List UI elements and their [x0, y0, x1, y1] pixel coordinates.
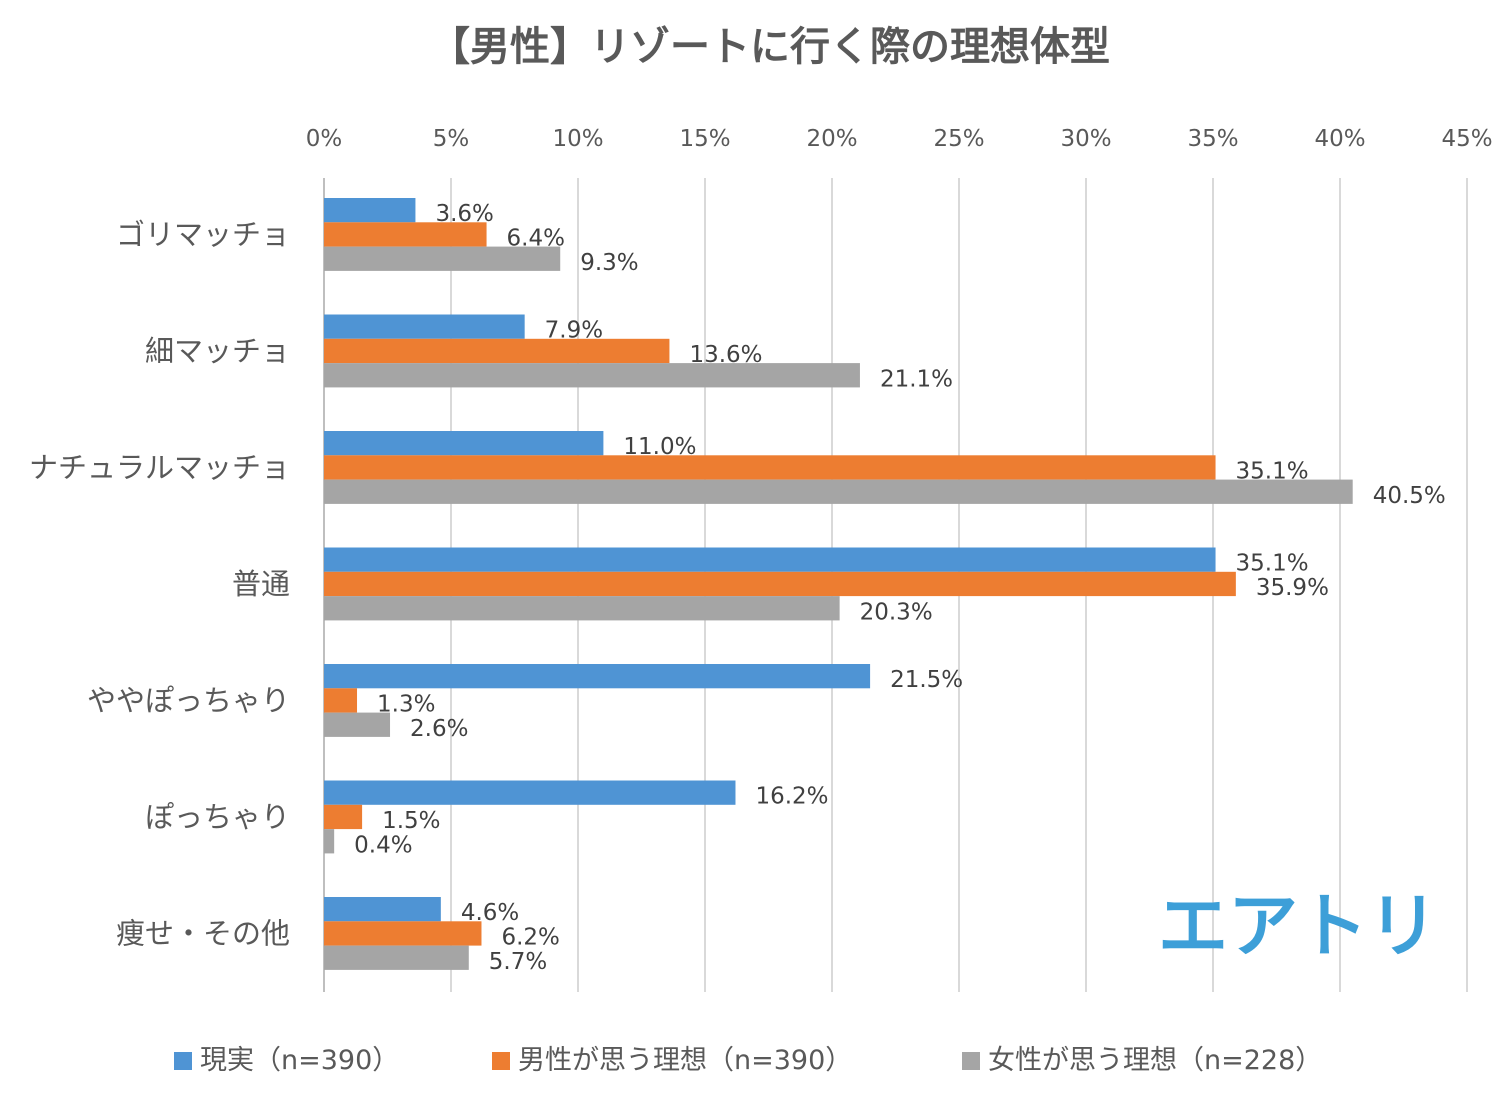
- x-tick-label: 25%: [933, 126, 984, 152]
- bar: [324, 547, 1216, 572]
- bar: [324, 921, 482, 946]
- category-label: 細マッチョ: [145, 334, 290, 368]
- bar: [324, 780, 736, 805]
- data-label: 16.2%: [755, 784, 828, 810]
- category-label: ナチュラルマッチョ: [29, 450, 290, 484]
- category-label: ゴリマッチョ: [116, 217, 290, 251]
- data-label: 4.6%: [461, 900, 519, 926]
- data-label: 35.1%: [1236, 551, 1309, 577]
- legend-swatch: [492, 1052, 510, 1070]
- legend: 現実（n=390） 男性が思う理想（n=390） 女性が思う理想（n=228）: [174, 1045, 1322, 1076]
- x-tick-label: 10%: [552, 126, 603, 152]
- bar: [324, 688, 358, 713]
- x-tick-labels: 0% 5% 10% 15% 20% 25% 30% 35% 40% 45%: [306, 126, 1493, 152]
- legend-label: 女性が思う理想（n=228）: [988, 1045, 1322, 1076]
- legend-swatch: [962, 1052, 980, 1070]
- bar: [324, 897, 441, 922]
- data-label: 3.6%: [435, 201, 493, 227]
- bar: [324, 431, 604, 456]
- data-label: 0.4%: [354, 832, 412, 858]
- data-label: 5.7%: [489, 949, 547, 975]
- x-tick-label: 30%: [1060, 126, 1111, 152]
- data-label: 1.5%: [382, 808, 440, 834]
- data-label: 40.5%: [1373, 483, 1446, 509]
- bar: [324, 222, 487, 247]
- bar: [324, 455, 1216, 480]
- bars: [324, 198, 1353, 970]
- bar: [324, 198, 416, 223]
- data-label: 7.9%: [545, 318, 603, 344]
- data-label: 21.5%: [890, 667, 963, 693]
- category-label: ややぽっちゃり: [87, 683, 290, 717]
- data-label: 13.6%: [689, 342, 762, 368]
- data-label: 6.4%: [507, 225, 565, 251]
- data-label: 9.3%: [580, 250, 638, 276]
- data-label: 21.1%: [880, 366, 953, 392]
- bar: [324, 712, 391, 737]
- bar: [324, 945, 469, 970]
- x-tick-label: 5%: [433, 126, 470, 152]
- x-tick-label: 45%: [1441, 126, 1492, 152]
- legend-label: 現実（n=390）: [200, 1045, 399, 1076]
- data-labels: 3.6% 6.4% 9.3% 7.9% 13.6% 21.1% 11.0% 35.1% 40.5…: [354, 201, 1446, 975]
- data-label: 6.2%: [501, 924, 559, 950]
- bar: [324, 479, 1353, 504]
- bar: [324, 571, 1236, 597]
- bar: [324, 596, 840, 621]
- data-label: 20.3%: [860, 599, 933, 625]
- data-label: 35.1%: [1236, 458, 1309, 484]
- x-tick-label: 20%: [806, 126, 857, 152]
- legend-label: 男性が思う理想（n=390）: [518, 1045, 852, 1076]
- category-label: ぽっちゃり: [145, 800, 290, 834]
- bar: [324, 804, 363, 830]
- data-label: 2.6%: [410, 716, 468, 742]
- bar: [324, 338, 670, 364]
- brand-logo: エアトリ: [1158, 885, 1438, 967]
- x-tick-label: 35%: [1187, 126, 1238, 152]
- x-tick-label: 0%: [306, 126, 343, 152]
- data-label: 35.9%: [1256, 575, 1329, 601]
- bar: [324, 363, 860, 388]
- data-label: 11.0%: [623, 434, 696, 460]
- category-label: 痩せ・その他: [116, 916, 290, 950]
- chart-title: 【男性】リゾートに行く際の理想体型: [430, 24, 1110, 70]
- x-tick-label: 15%: [679, 126, 730, 152]
- bar: [324, 246, 561, 271]
- legend-swatch: [174, 1052, 192, 1070]
- bar: [324, 829, 335, 854]
- category-label: 普通: [232, 567, 290, 601]
- bar: [324, 664, 871, 689]
- data-label: 1.3%: [377, 691, 435, 717]
- bar: [324, 314, 525, 339]
- x-tick-label: 40%: [1314, 126, 1365, 152]
